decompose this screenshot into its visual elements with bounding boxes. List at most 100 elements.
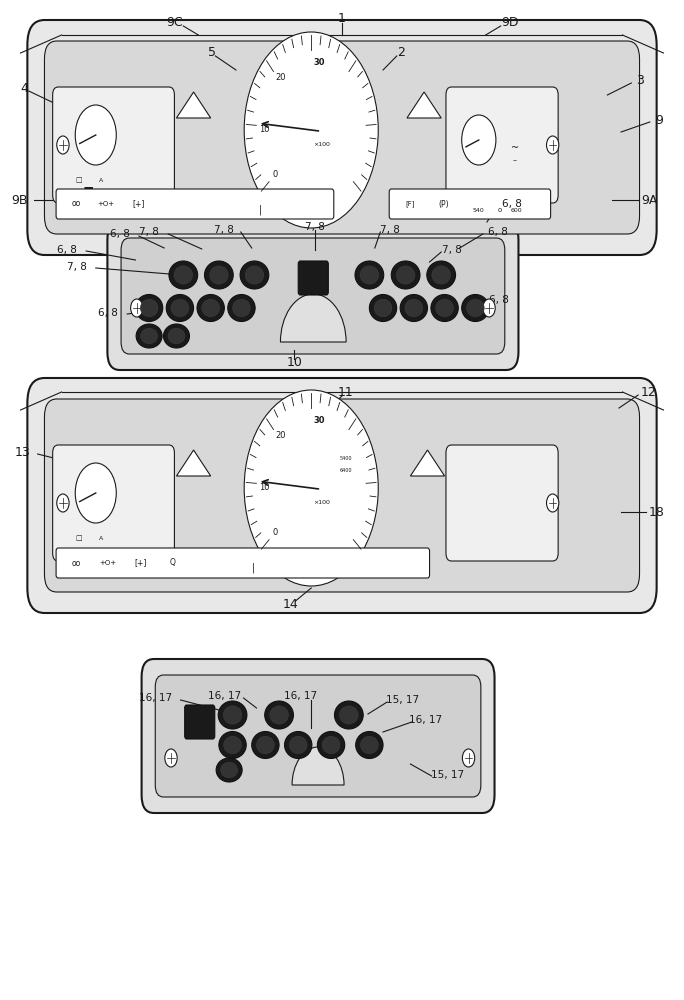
Text: |: | [259, 205, 261, 215]
Text: 3: 3 [635, 74, 644, 87]
Ellipse shape [334, 701, 363, 729]
Ellipse shape [135, 294, 163, 322]
Text: □: □ [75, 535, 82, 541]
Text: ▬▬: ▬▬ [83, 186, 94, 190]
Ellipse shape [360, 736, 378, 754]
Text: 6, 8: 6, 8 [501, 199, 522, 209]
Text: 10: 10 [286, 357, 302, 369]
Text: 1: 1 [338, 12, 346, 25]
Circle shape [547, 494, 559, 512]
Text: 7, 8: 7, 8 [214, 225, 235, 235]
Ellipse shape [400, 294, 428, 322]
Text: 7, 8: 7, 8 [380, 225, 400, 235]
FancyBboxPatch shape [27, 20, 657, 255]
Polygon shape [176, 450, 211, 476]
Text: A: A [99, 536, 103, 540]
Ellipse shape [432, 266, 451, 284]
Ellipse shape [224, 736, 241, 754]
Text: 4: 4 [20, 82, 28, 95]
Ellipse shape [141, 328, 157, 344]
Text: 7, 8: 7, 8 [139, 227, 159, 237]
Text: --: -- [512, 157, 518, 163]
Text: 6, 8: 6, 8 [489, 295, 510, 305]
FancyBboxPatch shape [53, 87, 174, 203]
Ellipse shape [218, 701, 247, 729]
Text: 30: 30 [314, 58, 325, 67]
Circle shape [244, 390, 378, 586]
FancyBboxPatch shape [44, 41, 640, 234]
Text: 30: 30 [314, 416, 325, 425]
Polygon shape [410, 450, 445, 476]
Text: Q: Q [170, 558, 175, 568]
FancyBboxPatch shape [446, 445, 558, 561]
Polygon shape [176, 92, 211, 118]
Text: 20: 20 [276, 431, 287, 440]
Ellipse shape [252, 732, 279, 758]
Text: 16, 17: 16, 17 [285, 691, 317, 701]
Text: ~: ~ [511, 143, 519, 153]
Ellipse shape [374, 299, 392, 317]
Circle shape [57, 136, 69, 154]
Circle shape [462, 115, 496, 165]
Text: 6400: 6400 [339, 468, 352, 473]
Ellipse shape [356, 732, 383, 758]
Text: 15, 17: 15, 17 [386, 695, 419, 705]
Ellipse shape [223, 706, 242, 724]
Ellipse shape [197, 294, 224, 322]
Text: 0: 0 [273, 528, 278, 537]
Text: 9A: 9A [642, 194, 658, 207]
Circle shape [483, 299, 495, 317]
Ellipse shape [140, 299, 158, 317]
Ellipse shape [285, 732, 312, 758]
Ellipse shape [174, 266, 193, 284]
Text: 20: 20 [276, 73, 287, 82]
Text: 7, 8: 7, 8 [66, 262, 87, 272]
Text: [+]: [+] [133, 200, 145, 209]
Ellipse shape [216, 758, 242, 782]
Circle shape [75, 105, 116, 165]
Circle shape [165, 749, 177, 767]
Text: +O+: +O+ [97, 201, 115, 207]
Ellipse shape [322, 736, 340, 754]
FancyBboxPatch shape [446, 87, 558, 203]
Text: 9B: 9B [11, 194, 27, 207]
Ellipse shape [169, 261, 198, 289]
Ellipse shape [240, 261, 269, 289]
Text: 2: 2 [397, 45, 406, 58]
Ellipse shape [269, 706, 289, 724]
Text: 16, 17: 16, 17 [140, 693, 172, 703]
Ellipse shape [168, 328, 185, 344]
Text: 6, 8: 6, 8 [98, 308, 118, 318]
Circle shape [244, 32, 378, 228]
Text: 16, 17: 16, 17 [409, 715, 442, 725]
Ellipse shape [233, 299, 250, 317]
Ellipse shape [289, 736, 307, 754]
FancyBboxPatch shape [121, 238, 505, 354]
Text: (P): (P) [438, 200, 449, 209]
Text: 12: 12 [640, 385, 657, 398]
Text: 6, 8: 6, 8 [488, 227, 508, 237]
Ellipse shape [317, 732, 345, 758]
Text: 7, 8: 7, 8 [441, 245, 462, 255]
Text: 6, 8: 6, 8 [57, 245, 77, 255]
Text: 5: 5 [208, 45, 216, 58]
Ellipse shape [205, 261, 233, 289]
Text: 16, 17: 16, 17 [208, 691, 241, 701]
Circle shape [462, 749, 475, 767]
Ellipse shape [166, 294, 194, 322]
Text: 10: 10 [259, 484, 269, 492]
Ellipse shape [466, 299, 484, 317]
Text: ×100: ×100 [313, 500, 330, 505]
Ellipse shape [436, 299, 453, 317]
FancyBboxPatch shape [185, 705, 215, 739]
Ellipse shape [427, 261, 456, 289]
Text: 14: 14 [282, 598, 299, 611]
Text: o: o [497, 207, 501, 213]
Text: |: | [252, 563, 254, 573]
Ellipse shape [431, 294, 458, 322]
Ellipse shape [171, 299, 189, 317]
Ellipse shape [136, 324, 162, 348]
Text: 11: 11 [337, 385, 354, 398]
FancyBboxPatch shape [53, 445, 174, 561]
Text: +O+: +O+ [99, 560, 117, 566]
